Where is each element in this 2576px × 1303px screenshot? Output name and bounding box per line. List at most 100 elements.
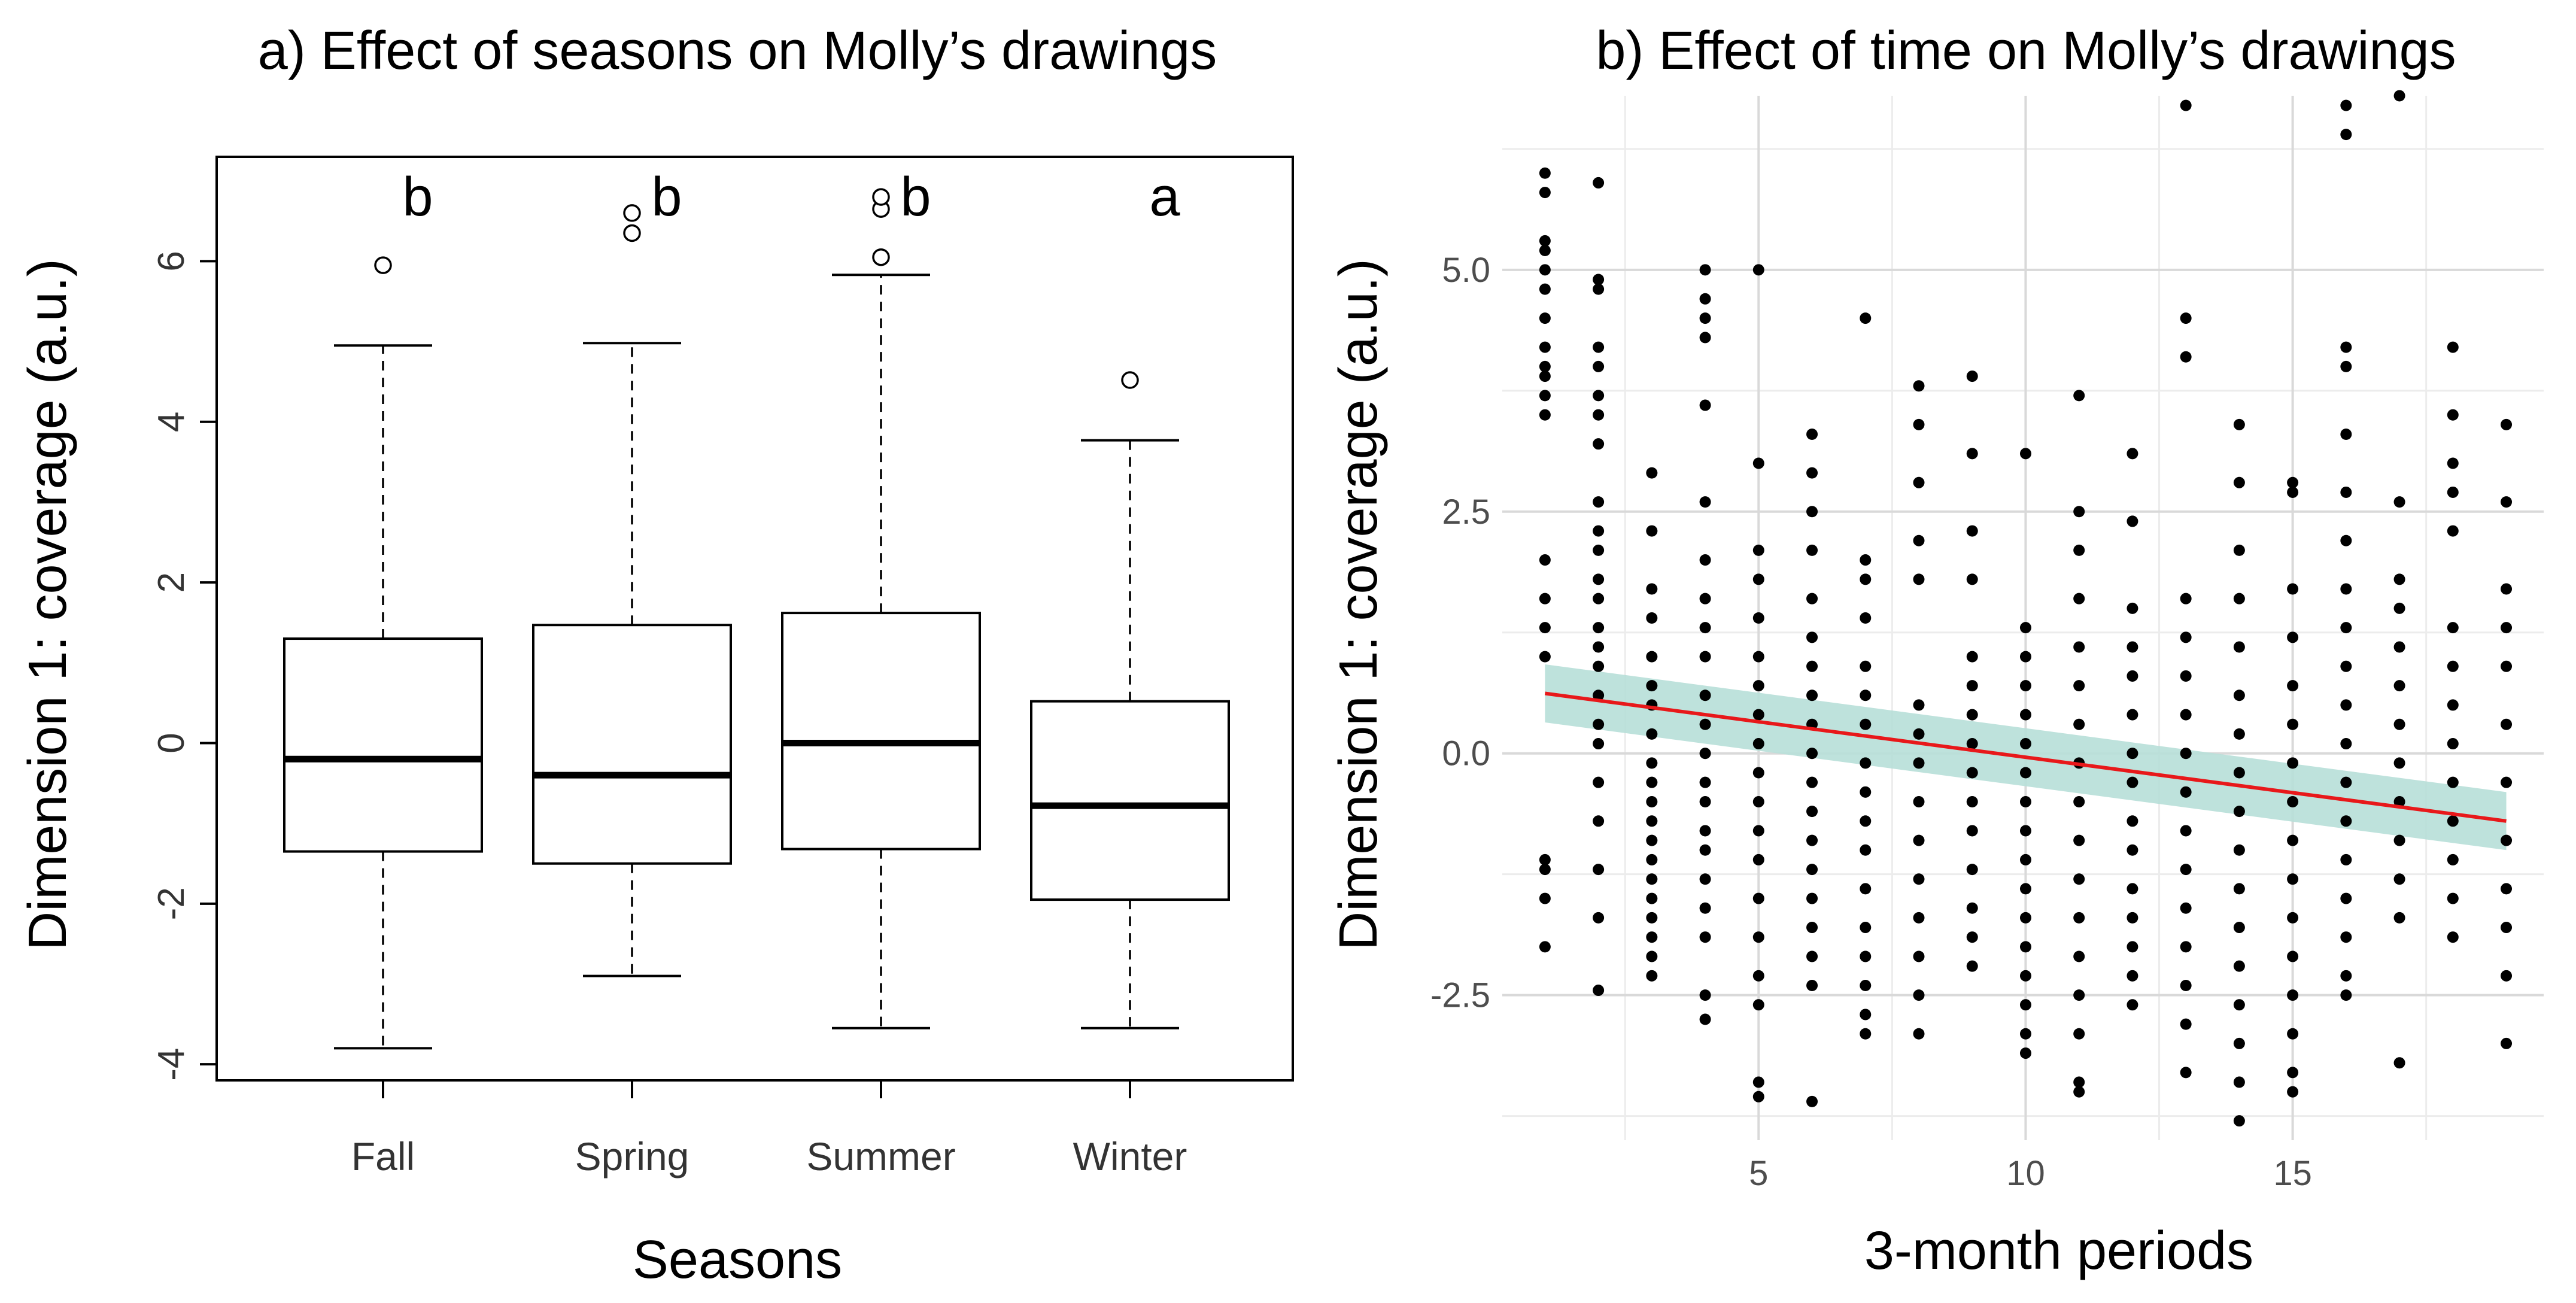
data-point <box>1646 892 1658 904</box>
significance-letter: b <box>651 166 682 227</box>
data-point <box>1699 931 1711 943</box>
data-point <box>2287 680 2299 692</box>
panel-b-axes: -2.5 0.0 2.5 5.0 5 10 15 <box>1430 251 2312 1193</box>
data-point <box>2501 834 2513 846</box>
data-point <box>1806 748 1818 760</box>
data-point <box>1913 757 1925 769</box>
data-point <box>2233 883 2245 895</box>
data-point <box>2233 1037 2245 1049</box>
data-point <box>2127 602 2138 614</box>
data-point <box>1593 622 1605 634</box>
data-point <box>2287 486 2299 498</box>
x-tick-label: Spring <box>575 1134 689 1179</box>
data-point <box>2073 795 2085 807</box>
data-point <box>1860 312 1872 324</box>
data-point <box>2127 999 2138 1011</box>
panel-a-boxplot: a) Effect of seasons on Molly’s drawings… <box>18 21 1294 1290</box>
data-point <box>2447 525 2459 537</box>
data-point <box>2447 931 2459 943</box>
data-point <box>1699 718 1711 730</box>
data-point <box>2287 1028 2299 1040</box>
data-point <box>2180 864 2192 876</box>
data-point <box>1752 854 1764 865</box>
data-point <box>2073 506 2085 518</box>
data-point <box>1752 767 1764 779</box>
data-point <box>2073 989 2085 1001</box>
data-point <box>2019 941 2031 953</box>
data-point <box>2447 892 2459 904</box>
data-point <box>1646 728 1658 740</box>
outlier-point <box>872 188 890 206</box>
data-point <box>2447 660 2459 672</box>
data-point <box>1593 660 1605 672</box>
data-point <box>2233 690 2245 701</box>
data-point <box>2287 757 2299 769</box>
data-point <box>2233 544 2245 556</box>
data-point <box>2393 912 2405 924</box>
outlier-point <box>872 248 890 266</box>
data-point <box>2127 883 2138 895</box>
data-point <box>1752 795 1764 807</box>
data-point <box>2180 786 2192 798</box>
data-point <box>1913 418 1925 430</box>
data-point <box>2287 795 2299 807</box>
data-point <box>2180 979 2192 991</box>
data-point <box>2393 873 2405 885</box>
data-point <box>1806 922 1818 934</box>
data-point <box>2393 90 2405 102</box>
data-point <box>2233 960 2245 972</box>
data-point <box>1593 815 1605 827</box>
data-point <box>2019 651 2031 663</box>
data-point <box>1593 690 1605 701</box>
data-point <box>1699 873 1711 885</box>
data-point <box>2127 844 2138 856</box>
data-point <box>1646 912 1658 924</box>
data-point <box>2447 776 2459 788</box>
regression-line <box>1544 691 2507 823</box>
data-point <box>2287 1067 2299 1079</box>
data-point <box>1699 264 1711 276</box>
data-point <box>1593 409 1605 421</box>
data-point <box>2233 1115 2245 1127</box>
data-point <box>1699 776 1711 788</box>
data-point <box>1966 525 1978 537</box>
data-point <box>1593 438 1605 450</box>
data-point <box>2340 583 2352 595</box>
data-point <box>1646 931 1658 943</box>
data-point <box>2340 989 2352 1001</box>
data-point <box>1966 448 1978 460</box>
data-point <box>1860 660 1872 672</box>
data-point <box>1699 622 1711 634</box>
data-point <box>2501 496 2513 508</box>
data-point <box>1593 593 1605 605</box>
data-point <box>2233 922 2245 934</box>
data-point <box>2287 912 2299 924</box>
y-tick-label: -2 <box>151 887 192 920</box>
data-point <box>2447 699 2459 711</box>
data-point <box>2340 360 2352 372</box>
data-point <box>1752 1076 1764 1088</box>
significance-letter: b <box>900 166 931 227</box>
data-point <box>1593 573 1605 585</box>
data-point <box>1593 177 1605 189</box>
data-point <box>1913 834 1925 846</box>
data-point <box>2287 834 2299 846</box>
data-point <box>2233 767 2245 779</box>
data-point <box>1966 902 1978 914</box>
data-point <box>2233 999 2245 1011</box>
data-point <box>2073 680 2085 692</box>
data-point <box>1913 950 1925 962</box>
box-winter <box>1030 700 1230 901</box>
data-point <box>1806 660 1818 672</box>
panel-a-plot-area <box>215 156 1294 1082</box>
data-point <box>1913 476 1925 488</box>
x-tick-label: Fall <box>351 1134 415 1179</box>
data-point <box>1646 680 1658 692</box>
data-point <box>2180 1067 2192 1079</box>
data-point <box>1752 931 1764 943</box>
data-point <box>1539 651 1551 663</box>
data-point <box>2127 641 2138 653</box>
data-point <box>1860 883 1872 895</box>
data-point <box>2393 602 2405 614</box>
